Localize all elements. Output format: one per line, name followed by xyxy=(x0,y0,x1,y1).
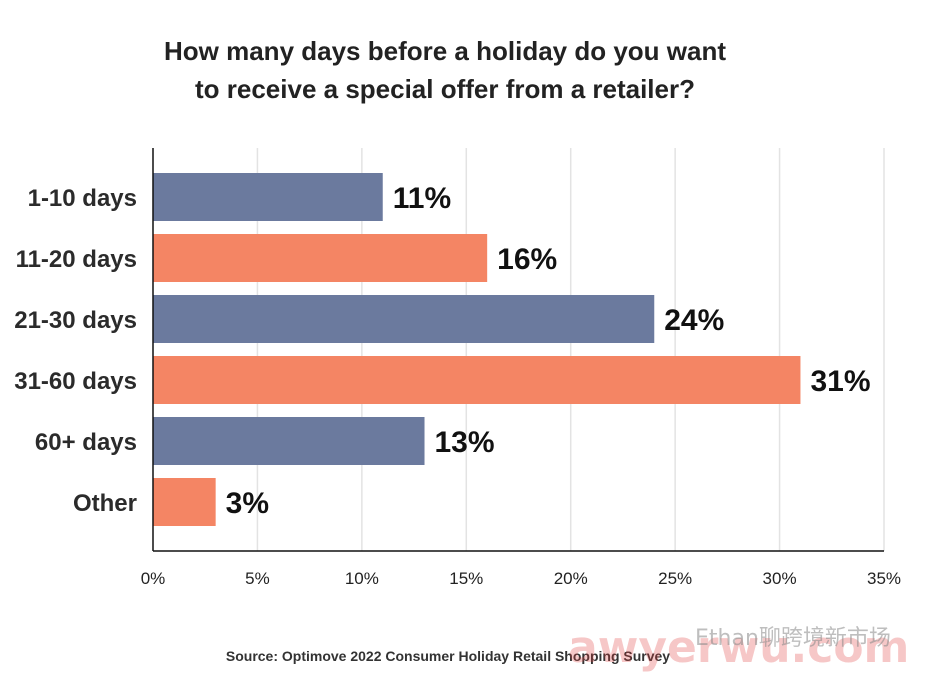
bar xyxy=(153,417,425,465)
category-labels: 1-10 days 11-20 days 21-30 days 31-60 days 6… xyxy=(14,185,137,517)
chart-title-line-2: to receive a special offer from a retail… xyxy=(195,74,695,104)
value-label: 11% xyxy=(393,182,451,215)
x-tick-label: 15% xyxy=(449,569,483,588)
watermark-handle: Ethan聊跨境新市场 xyxy=(695,626,891,651)
x-tick-label: 20% xyxy=(554,569,588,588)
category-label: 1-10 days xyxy=(28,185,137,212)
source-note: Source: Optimove 2022 Consumer Holiday R… xyxy=(226,648,670,664)
category-label: 21-30 days xyxy=(14,307,137,334)
bar xyxy=(153,478,216,526)
value-label: 13% xyxy=(435,426,495,459)
bar xyxy=(153,173,383,221)
value-label: 3% xyxy=(226,487,269,520)
chart-title: How many days before a holiday do you wa… xyxy=(164,36,726,104)
bar xyxy=(153,234,488,282)
chart-title-line-1: How many days before a holiday do you wa… xyxy=(164,36,726,66)
bars xyxy=(153,173,801,526)
x-tick-label: 0% xyxy=(141,569,166,588)
category-label: 11-20 days xyxy=(16,246,137,273)
watermark: awyerwu.com Ethan聊跨境新市场 xyxy=(568,622,909,673)
x-tick-label: 10% xyxy=(345,569,379,588)
x-tick-label: 25% xyxy=(658,569,692,588)
value-labels: 11% 16% 24% 31% 13% 3% xyxy=(226,182,871,520)
value-label: 16% xyxy=(497,243,557,276)
value-label: 31% xyxy=(810,365,870,398)
category-label: 31-60 days xyxy=(14,368,137,395)
x-tick-label: 35% xyxy=(867,569,901,588)
x-axis-tick-labels: 0% 5% 10% 15% 20% 25% 30% 35% xyxy=(141,569,901,588)
x-tick-label: 30% xyxy=(763,569,797,588)
category-label: 60+ days xyxy=(35,429,137,456)
value-label: 24% xyxy=(664,304,724,337)
x-tick-label: 5% xyxy=(245,569,270,588)
category-label: Other xyxy=(73,490,137,517)
bar xyxy=(153,295,655,343)
watermark-url: awyerwu.com xyxy=(568,622,909,673)
bar xyxy=(153,356,801,404)
